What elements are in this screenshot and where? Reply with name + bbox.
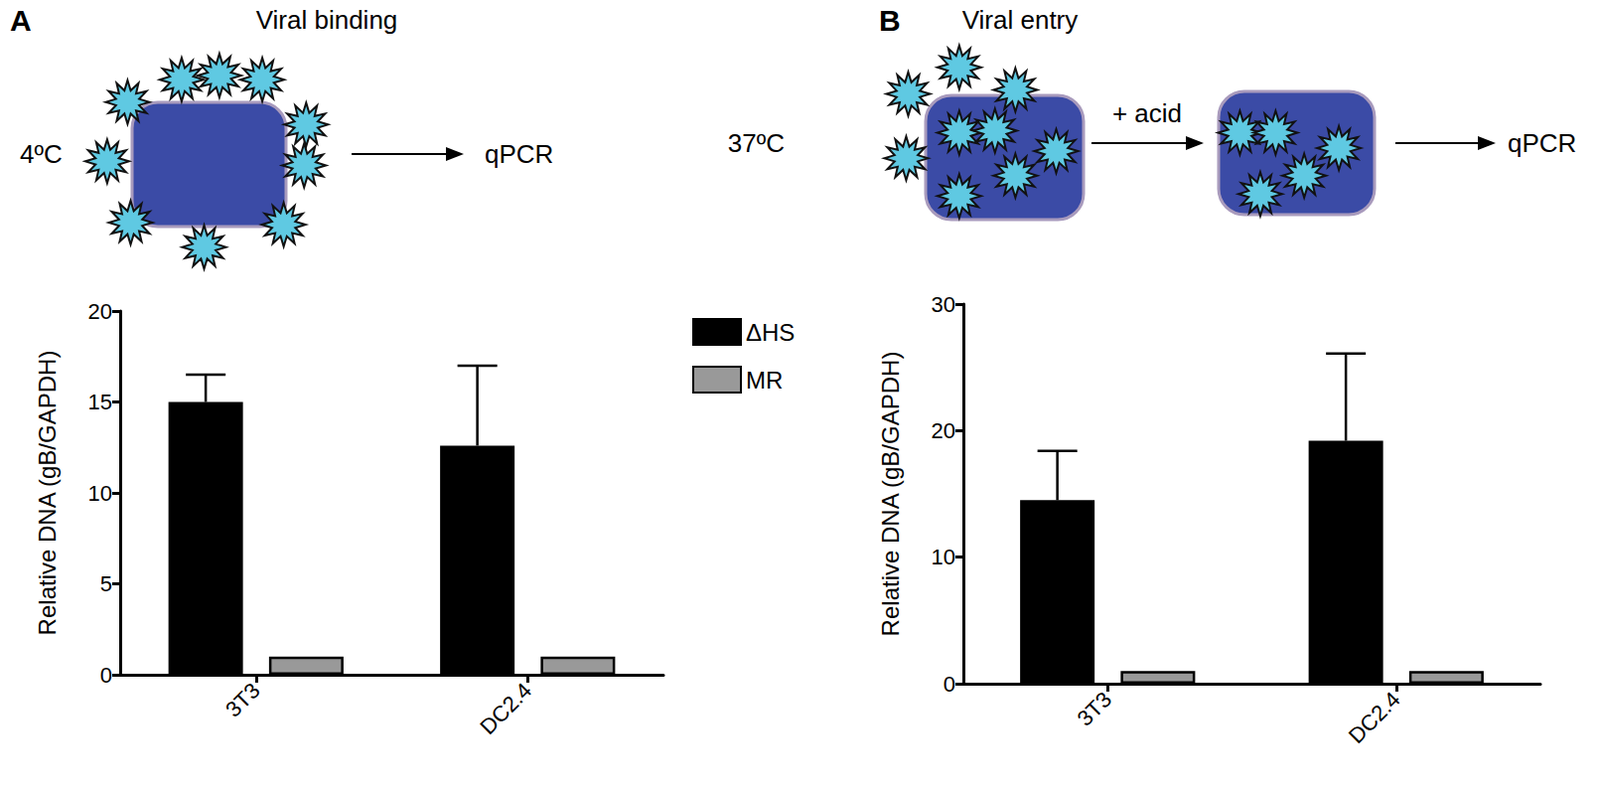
- svg-text:qPCR: qPCR: [484, 139, 554, 169]
- svg-text:ΔHS: ΔHS: [745, 318, 795, 346]
- svg-text:MR: MR: [745, 366, 783, 394]
- svg-text:10: 10: [931, 544, 956, 570]
- svg-text:Viral entry: Viral entry: [962, 4, 1079, 35]
- svg-text:0: 0: [943, 671, 956, 697]
- svg-text:0: 0: [100, 662, 113, 688]
- svg-text:Viral binding: Viral binding: [256, 4, 399, 35]
- svg-text:Relative DNA (gB/GAPDH): Relative DNA (gB/GAPDH): [33, 350, 61, 636]
- svg-text:A: A: [9, 3, 32, 37]
- svg-text:15: 15: [88, 389, 113, 415]
- svg-text:qPCR: qPCR: [1507, 128, 1577, 158]
- svg-text:Relative DNA (gB/GAPDH): Relative DNA (gB/GAPDH): [876, 351, 904, 637]
- svg-text:DC2.4: DC2.4: [1343, 686, 1406, 748]
- svg-text:37ºC: 37ºC: [727, 128, 785, 158]
- svg-text:5: 5: [100, 571, 113, 596]
- svg-text:4ºC: 4ºC: [19, 139, 63, 169]
- svg-text:DC2.4: DC2.4: [474, 677, 537, 739]
- svg-text:20: 20: [88, 298, 113, 324]
- svg-text:3T3: 3T3: [1072, 686, 1117, 730]
- svg-text:B: B: [878, 3, 901, 37]
- svg-text:+ acid: + acid: [1112, 98, 1182, 129]
- svg-text:10: 10: [88, 480, 113, 506]
- svg-text:3T3: 3T3: [220, 677, 265, 722]
- svg-text:30: 30: [931, 291, 956, 317]
- svg-text:20: 20: [931, 418, 956, 443]
